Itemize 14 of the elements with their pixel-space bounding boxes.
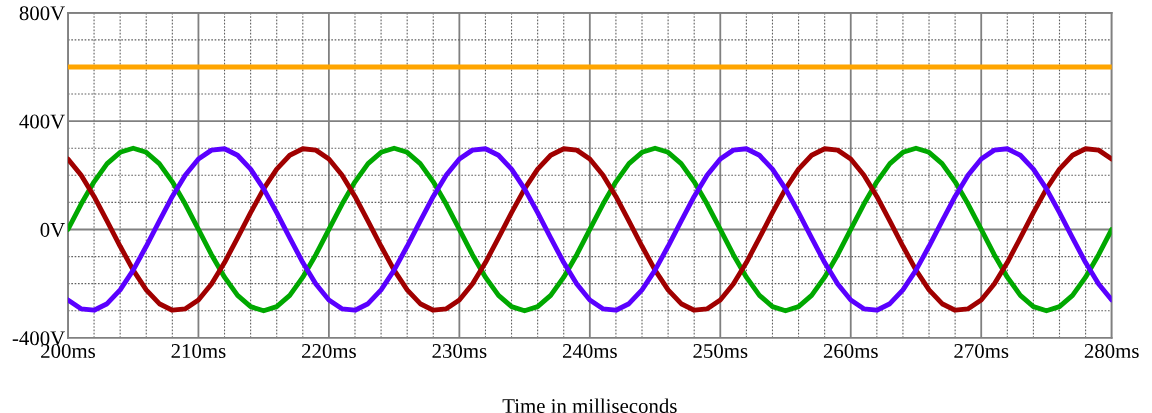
- x-axis-title: Time in milliseconds: [502, 398, 677, 413]
- x-tick-label: 280ms: [1084, 343, 1139, 359]
- x-tick-label: 200ms: [41, 343, 95, 359]
- x-tick-label: 220ms: [302, 343, 356, 359]
- x-tick-label: 240ms: [562, 343, 617, 359]
- x-tick-label: 210ms: [171, 343, 226, 359]
- y-tick-label: -400V: [12, 331, 65, 346]
- y-tick-label: 400V: [19, 114, 65, 129]
- y-tick-label: 0V: [40, 222, 65, 238]
- x-tick-label: 260ms: [823, 343, 878, 359]
- x-tick-label: 270ms: [954, 343, 1009, 359]
- x-tick-label: 230ms: [432, 343, 487, 359]
- x-tick-label: 250ms: [693, 343, 748, 359]
- y-tick-label: 800V: [19, 6, 65, 21]
